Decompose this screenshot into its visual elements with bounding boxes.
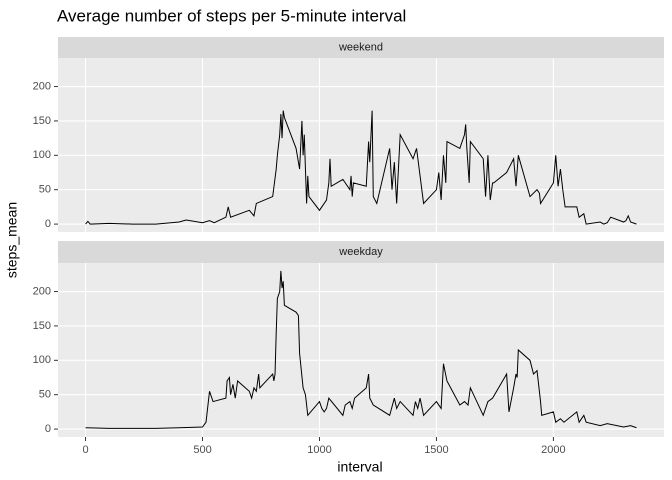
strip [58,241,664,263]
y-tick-label: 150 [33,115,51,127]
strip-label: weekend [338,41,383,53]
y-tick-label: 150 [33,320,51,332]
y-tick-label: 0 [45,218,51,230]
y-tick-label: 50 [39,389,51,401]
x-axis-label: interval [337,459,382,475]
y-tick-label: 200 [33,80,51,92]
chart-title: Average number of steps per 5-minute int… [57,6,406,25]
x-tick-label: 500 [193,444,211,456]
strip [58,37,664,58]
y-axis-label: steps_mean [4,202,20,278]
y-tick-label: 50 [39,184,51,196]
x-tick-label: 0 [82,444,88,456]
x-tick-label: 1500 [424,444,448,456]
y-tick-label: 100 [33,354,51,366]
panel [58,263,664,437]
panel [58,58,664,232]
x-tick-label: 1000 [307,444,331,456]
data-line [85,270,637,429]
y-tick-label: 0 [45,423,51,435]
data-line [85,110,637,225]
strip-label: weekday [338,246,383,258]
x-tick-label: 2000 [541,444,565,456]
y-tick-label: 200 [33,285,51,297]
y-tick-label: 100 [33,149,51,161]
